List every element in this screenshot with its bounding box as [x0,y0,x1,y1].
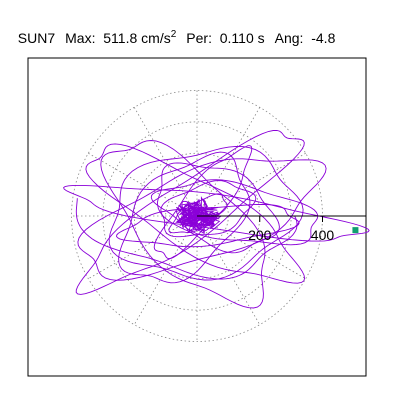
orbit-loop [63,184,370,242]
orbit-loop [75,198,298,280]
period-value: 0.110 s [219,30,265,46]
orbit-center-cluster [175,195,222,234]
angle-value: -4.8 [311,30,336,46]
orbit-loop [85,143,306,284]
max-unit: cm/s2 [141,29,177,46]
orbit-loop [100,140,266,309]
max-label: Max: [65,30,96,46]
station-name: SUN7 [17,30,56,46]
peak-marker [352,227,359,234]
orbit-trace [63,129,370,309]
orbit-loop [153,145,253,260]
max-value: 511.8 [103,30,138,46]
x-tick-label: 200 [248,227,272,243]
orbit-loop [77,158,327,281]
plot-frame [27,57,367,377]
peak-marker-group [352,227,359,234]
orbit-loop [75,129,305,295]
x-tick-label: 400 [311,227,335,243]
angle-label: Ang: [274,30,304,46]
orbit-loop [157,162,280,254]
chart-title: SUN7 Max: 511.8 cm/s2 Per: 0.110 s Ang: -4.… [10,16,336,46]
orbit-loop [150,179,319,246]
period-label: Per: [186,30,212,46]
x-axis-ticks: 200 400 [248,216,334,243]
orbit-loop [160,180,257,238]
